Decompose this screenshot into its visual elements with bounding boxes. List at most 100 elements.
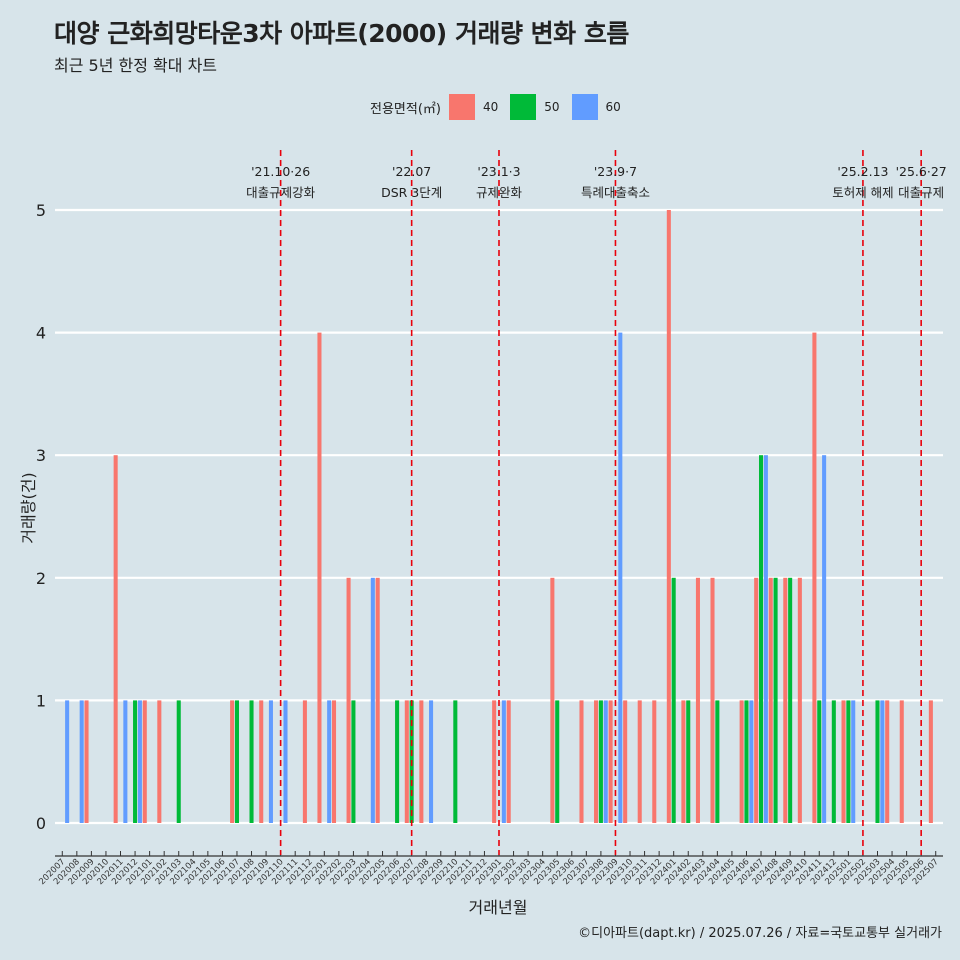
- bar: [928, 700, 933, 823]
- bar: [550, 577, 555, 823]
- y-tick-label: 3: [36, 446, 46, 465]
- bar: [176, 700, 181, 823]
- bar: [671, 577, 676, 823]
- legend-swatch-50: [510, 94, 537, 120]
- bar: [681, 700, 686, 823]
- bar: [351, 700, 356, 823]
- bar: [598, 700, 603, 823]
- bar: [268, 700, 273, 823]
- bar: [831, 700, 836, 823]
- y-tick-label: 4: [36, 324, 46, 343]
- event-name-label: 대출규제: [898, 185, 944, 200]
- bar: [137, 700, 142, 823]
- bar: [652, 700, 657, 823]
- event-name-label: DSR 3단계: [381, 185, 442, 200]
- bar: [822, 455, 827, 823]
- bar: [501, 700, 506, 823]
- bar: [841, 700, 846, 823]
- bar: [851, 700, 856, 823]
- legend-label-60: 60: [605, 100, 621, 114]
- source-caption: ©디아파트(dapt.kr) / 2025.07.26 / 자료=국토교통부 실…: [578, 926, 942, 941]
- bar: [249, 700, 254, 823]
- event-date-label: '23.1·3: [477, 164, 520, 179]
- legend-label-50: 50: [544, 100, 560, 114]
- bar: [783, 577, 788, 823]
- bar: [763, 455, 768, 823]
- bar: [492, 700, 497, 823]
- x-axis-title: 거래년월: [469, 898, 528, 917]
- bar: [327, 700, 332, 823]
- bar: [234, 700, 239, 823]
- chart-subtitle: 최근 5년 한정 확대 차트: [54, 56, 218, 75]
- bar: [123, 700, 128, 823]
- bar: [331, 700, 337, 823]
- legend-swatch-60: [571, 94, 598, 120]
- bar: [259, 700, 264, 823]
- bar: [749, 700, 754, 823]
- bar: [797, 577, 802, 823]
- bar: [346, 577, 351, 823]
- event-date-label: '22.07: [392, 164, 431, 179]
- y-tick-label: 0: [36, 814, 46, 833]
- bar: [157, 700, 162, 823]
- bar: [84, 700, 89, 823]
- bar: [283, 700, 288, 823]
- bar: [594, 700, 599, 823]
- bar: [637, 700, 642, 823]
- bar: [302, 700, 307, 823]
- y-tick-label: 2: [36, 569, 46, 588]
- y-axis-title: 거래량(건): [19, 472, 38, 543]
- bar: [754, 577, 759, 823]
- bar: [142, 700, 147, 823]
- y-tick-label: 1: [36, 691, 46, 710]
- legend-swatch-40: [448, 94, 475, 120]
- bar: [419, 700, 424, 823]
- bar: [715, 700, 720, 823]
- bar: [623, 700, 628, 823]
- bar: [133, 700, 138, 823]
- bar: [788, 577, 793, 823]
- bar: [817, 700, 822, 823]
- bar: [812, 332, 817, 823]
- bar: [899, 700, 904, 823]
- bar: [453, 700, 458, 823]
- bar: [608, 700, 613, 823]
- bar: [375, 577, 380, 823]
- event-name-label: 특례대출축소: [581, 185, 650, 200]
- bar: [846, 700, 851, 823]
- bar: [885, 700, 890, 823]
- bar: [555, 700, 560, 823]
- bar: [429, 700, 434, 823]
- bar: [404, 700, 409, 823]
- bar: [875, 700, 880, 823]
- bar: [370, 577, 375, 823]
- bar: [666, 210, 671, 823]
- bar: [739, 700, 744, 823]
- bar: [773, 577, 778, 823]
- bar: [759, 455, 764, 823]
- bar: [506, 700, 511, 823]
- bar: [686, 700, 691, 823]
- bar: [579, 700, 584, 823]
- legend-title: 전용면적(㎡): [370, 101, 441, 117]
- event-name-label: 대출규제강화: [246, 185, 316, 200]
- legend-label-40: 40: [482, 100, 499, 114]
- bar: [79, 700, 84, 823]
- bar: [65, 700, 70, 823]
- bar: [744, 700, 749, 823]
- event-date-label: '23.9·7: [594, 164, 637, 179]
- bar: [395, 700, 400, 823]
- event-date-label: '25.2.13: [837, 164, 888, 179]
- event-name-label: 규제완화: [476, 185, 523, 200]
- y-tick-label: 5: [36, 201, 46, 220]
- bar: [113, 455, 118, 823]
- bar: [317, 332, 322, 823]
- event-name-label: 토허제 해제: [832, 185, 893, 200]
- bar: [768, 577, 773, 823]
- event-date-label: '25.6·27: [896, 164, 947, 179]
- bar: [603, 700, 608, 823]
- bar: [230, 700, 235, 823]
- bar: [710, 577, 715, 823]
- bar: [880, 700, 885, 823]
